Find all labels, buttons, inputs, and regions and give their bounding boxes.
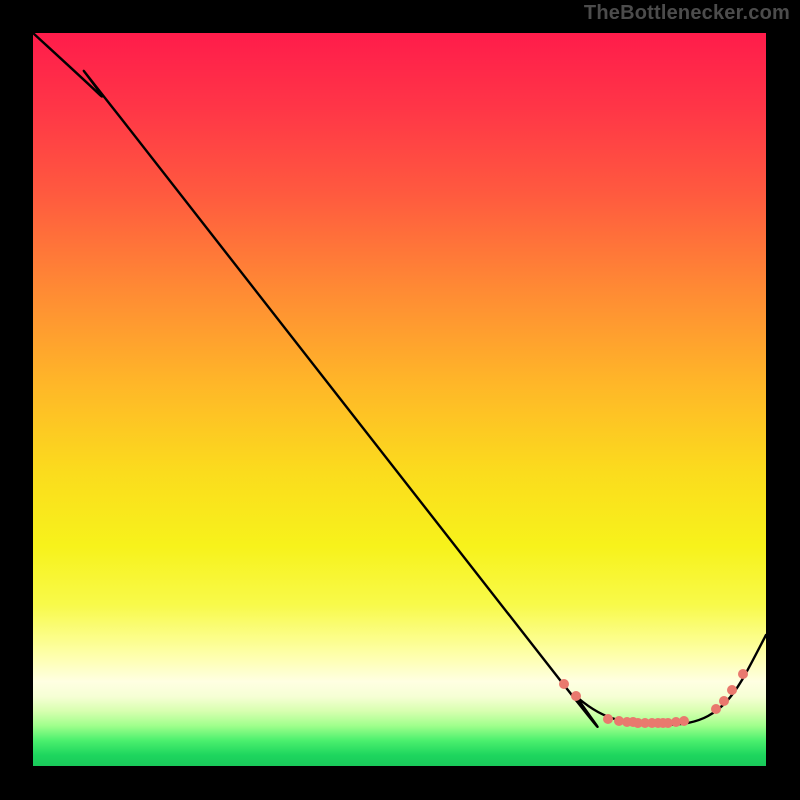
- chart-background: [33, 33, 766, 766]
- curve-marker: [738, 669, 748, 679]
- bottleneck-chart: [0, 0, 800, 800]
- attribution-text: TheBottlenecker.com: [584, 2, 790, 25]
- curve-marker: [719, 696, 729, 706]
- curve-marker: [679, 716, 689, 726]
- curve-marker: [559, 679, 569, 689]
- curve-marker: [711, 704, 721, 714]
- curve-marker: [603, 714, 613, 724]
- curve-marker: [571, 691, 581, 701]
- curve-marker: [727, 685, 737, 695]
